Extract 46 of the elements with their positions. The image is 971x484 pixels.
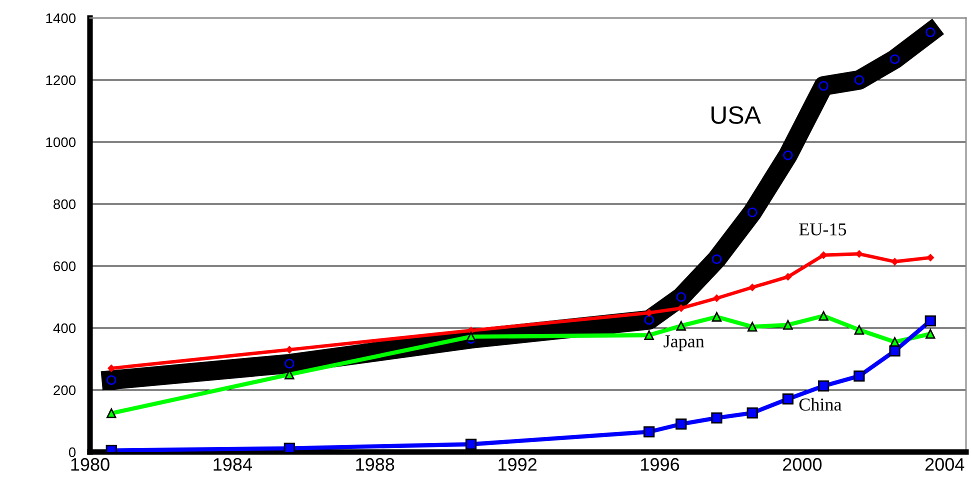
point <box>818 311 828 321</box>
point <box>746 407 758 418</box>
series-label: EU-15 <box>799 223 846 236</box>
series-label: Japan <box>664 335 704 352</box>
point <box>783 320 793 330</box>
y-tick-label: 200 <box>54 385 76 396</box>
point <box>106 408 116 418</box>
point <box>677 304 685 312</box>
x-tick-label: 1980 <box>71 458 110 471</box>
point <box>856 250 863 258</box>
point <box>891 258 898 266</box>
point <box>465 438 477 450</box>
y-tick-label: 400 <box>53 323 76 334</box>
point <box>889 345 900 356</box>
x-tick-label: 2000 <box>783 458 822 471</box>
point <box>926 254 934 262</box>
point <box>713 294 720 302</box>
point <box>854 370 865 382</box>
point <box>676 418 687 430</box>
point <box>854 325 864 335</box>
series-label: China <box>799 398 842 411</box>
point <box>712 312 722 322</box>
y-tick-label: 1200 <box>46 75 76 86</box>
y-tick-label: 800 <box>54 199 76 210</box>
point <box>676 320 686 331</box>
y-tick-label: 600 <box>54 261 76 272</box>
x-tick-label: 2004 <box>925 458 964 471</box>
point <box>782 393 794 405</box>
point <box>924 315 936 326</box>
y-tick-label: 1000 <box>46 137 76 148</box>
point <box>284 442 295 452</box>
point <box>711 412 722 424</box>
point <box>818 380 830 392</box>
point <box>926 329 936 339</box>
x-tick-label: 1996 <box>641 458 680 471</box>
y-tick-label: 0 <box>68 447 76 458</box>
point <box>748 284 756 292</box>
y-tick-label: 1400 <box>46 13 76 24</box>
x-tick-label: 1992 <box>498 458 536 471</box>
point <box>644 426 655 438</box>
point <box>644 330 654 340</box>
x-tick-label: 1984 <box>214 458 252 471</box>
point <box>784 273 792 280</box>
point <box>747 322 758 332</box>
series-label: USA <box>712 106 761 124</box>
x-tick-label: 1988 <box>356 458 394 471</box>
